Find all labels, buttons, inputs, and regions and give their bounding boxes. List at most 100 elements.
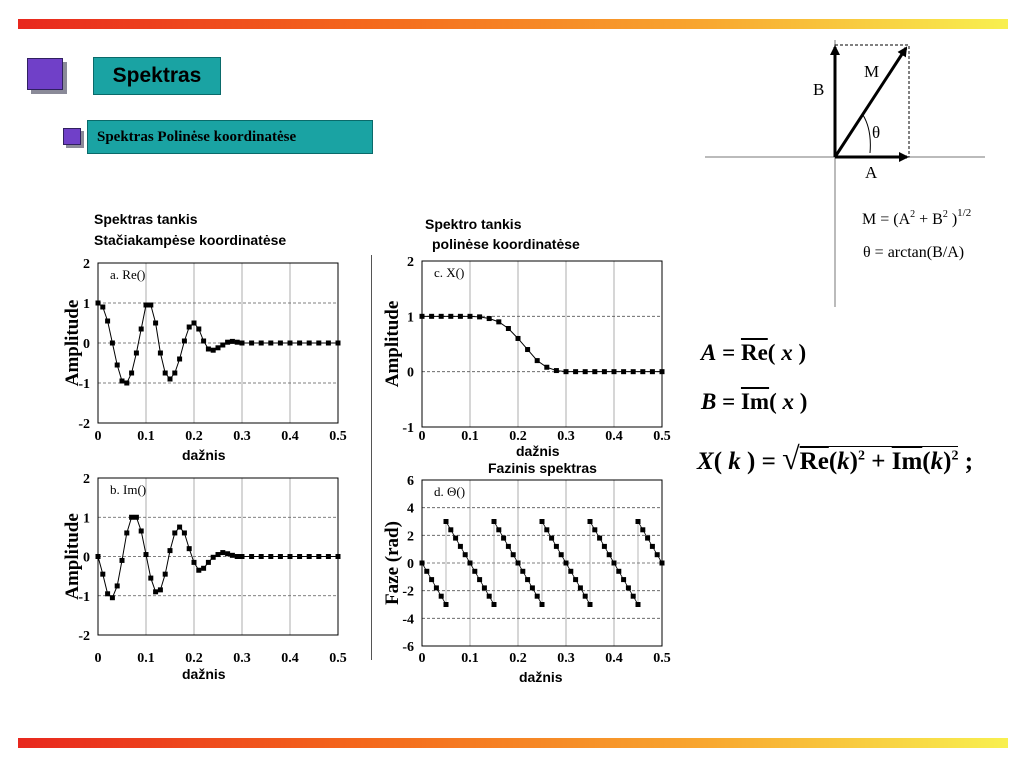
data-point [549,535,555,541]
data-point [582,369,588,375]
data-point [277,340,283,346]
x-label-a: dažnis [182,447,226,463]
y-tick-label: -1 [402,421,414,436]
bullet-heading-text: Spektras Polinėse koordinatėse [97,129,297,145]
data-point [306,340,312,346]
data-point [616,568,622,574]
data-point [621,369,627,375]
data-point [119,378,125,384]
data-point [143,552,149,558]
data-point [129,514,135,520]
data-point [95,554,101,559]
y-tick-label: -6 [402,640,414,655]
x-label-d: dažnis [519,669,563,685]
data-point [573,577,579,583]
phase-spectrum-title: Fazinis spektras [488,460,597,476]
data-point [148,575,154,581]
data-point [635,602,641,607]
formula-B: B = Im( x ) [701,389,808,414]
x-tick-label: 0.5 [329,429,347,444]
x-tick-label: 0.2 [185,651,203,666]
data-point [210,554,216,560]
data-point [477,314,483,320]
data-point [587,519,593,524]
data-point [172,370,178,376]
bullet-icon [63,128,81,145]
data-point [510,552,516,558]
data-point [582,593,588,599]
data-point [448,527,454,533]
x-tick-label: 0.3 [557,651,575,666]
data-point [196,567,202,573]
data-point [153,320,159,326]
data-point [249,340,255,346]
data-point [491,602,497,607]
data-point [297,554,303,559]
x-tick-label: 0.1 [461,429,479,444]
panel-label: d. Θ() [434,484,465,499]
data-point [100,304,106,310]
y-tick-label: -4 [402,612,414,627]
data-point [167,548,173,554]
data-point [205,559,211,565]
data-point [539,602,545,607]
x-tick-label: 0 [419,429,426,444]
data-point [654,552,660,558]
data-point [481,585,487,591]
x-tick-label: 0 [95,429,102,444]
data-point [606,552,612,558]
data-point [659,560,665,566]
data-point [181,338,187,344]
data-point [239,340,245,346]
data-point [467,313,473,319]
panel-label: b. Im() [110,482,146,497]
data-point [467,560,473,566]
y-tick-label: 2 [407,529,414,544]
x-tick-label: 0.4 [605,651,623,666]
panel-label: a. Re() [110,267,145,282]
x-label-c: dažnis [516,443,560,459]
data-point [234,554,240,559]
data-point [563,560,569,566]
data-point [448,313,454,319]
x-tick-label: 0.4 [281,429,299,444]
data-point [138,528,144,534]
data-point [544,527,550,533]
data-point [297,340,303,346]
data-point [491,519,497,524]
data-point [153,589,159,595]
data-point [515,560,521,566]
data-point [277,554,283,559]
right-caption-line2: polinėse koordinatėse [432,236,580,252]
y-tick-label: 0 [407,557,414,572]
data-point [119,557,125,563]
data-point [611,560,617,566]
data-point [105,318,111,324]
data-point [438,313,444,319]
data-point [544,364,550,370]
data-point [611,369,617,375]
data-point [568,568,574,574]
x-tick-label: 0 [95,651,102,666]
y-axis-label: Amplitude [62,300,83,387]
data-point [325,554,331,559]
data-point [325,340,331,346]
formula-X: X( k ) = √Re(k)2 + Im(k)2 ; [697,440,974,476]
data-point [505,543,511,549]
formula-A: A = Re( x ) [701,340,807,365]
chart-c: 0 0.1 0.2 0.3 0.4 0.5 -1 0 1 2 Amplitude c. X() [382,255,671,444]
data-point [287,340,293,346]
data-point [573,369,579,375]
bullet-heading: Spektras Polinėse koordinatėse [87,120,373,154]
data-point [438,593,444,599]
data-point [592,527,598,533]
data-point [419,313,425,319]
data-point [621,577,627,583]
data-point [625,585,631,591]
y-tick-label: -2 [78,417,90,432]
data-point [601,369,607,375]
data-point [443,602,449,607]
formula-M: M = (A2 + B2 )1/2 [862,207,971,228]
y-axis-label: Faze (rad) [382,521,403,605]
data-point [191,559,197,565]
